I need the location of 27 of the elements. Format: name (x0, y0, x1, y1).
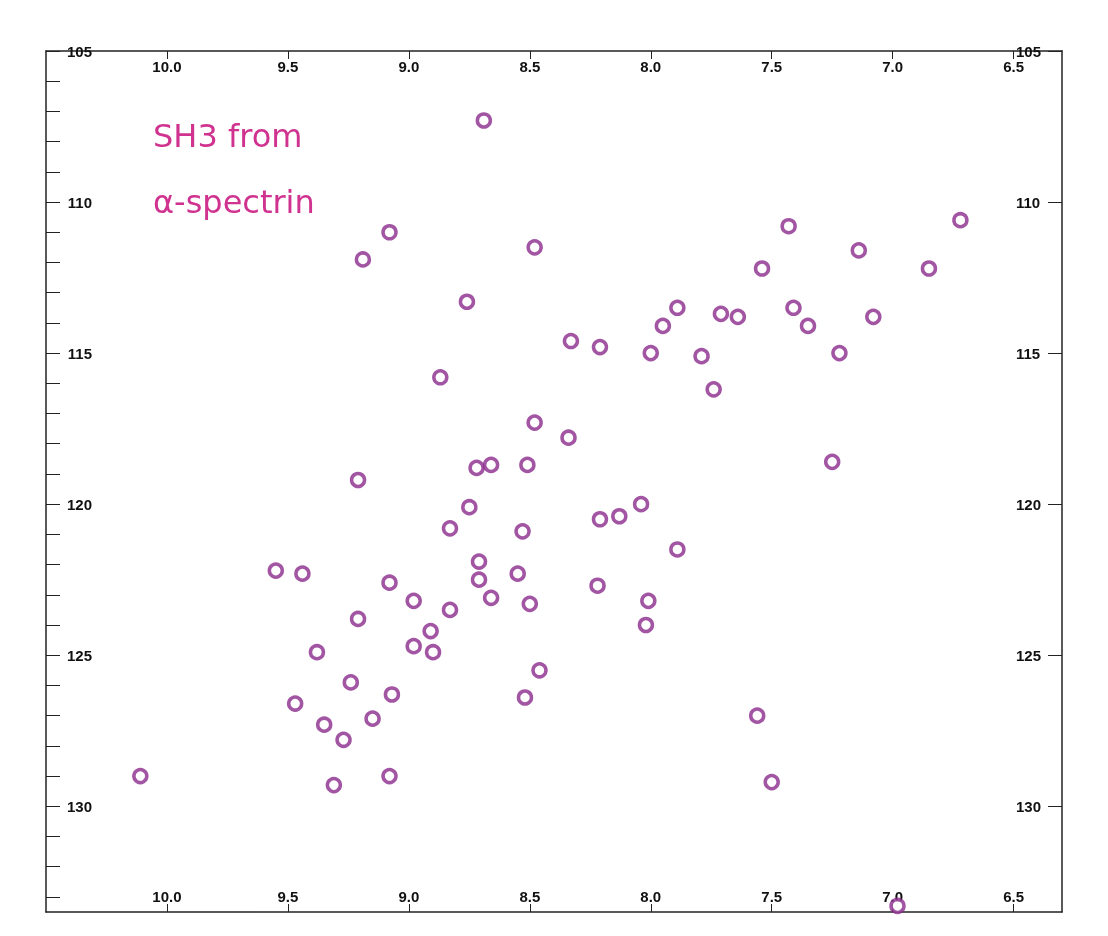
x2-tick-label: 9.5 (277, 58, 299, 75)
x-tick-label: 6.5 (1003, 888, 1025, 905)
x-tick-label: 9.5 (277, 888, 299, 905)
x2-tick-label: 9.0 (398, 58, 420, 75)
y-tick-label: 130 (66, 797, 92, 815)
x-tick-label: 9.0 (398, 888, 420, 905)
y2-tick-label: 130 (1016, 797, 1042, 815)
annotation: SH3 from (153, 117, 303, 155)
y-tick-label: 115 (67, 344, 92, 362)
y-tick-label: 120 (66, 495, 92, 513)
y2-tick-label: 110 (1016, 193, 1041, 211)
x-tick-label: 8.5 (519, 888, 541, 905)
x-tick-label: 10.0 (152, 888, 182, 905)
x2-tick-label: 8.5 (519, 58, 541, 75)
x2-tick-label: 8.0 (640, 58, 662, 75)
x2-tick-label: 7.5 (761, 58, 783, 75)
y2-tick-label: 120 (1016, 495, 1042, 513)
x2-tick-label: 6.5 (1003, 58, 1025, 75)
annotation: α-spectrin (153, 183, 315, 221)
y2-tick-label: 115 (1016, 344, 1041, 362)
y2-tick-label: 125 (1016, 646, 1042, 664)
y-tick-label: 110 (67, 193, 92, 211)
x2-tick-label: 7.0 (882, 58, 904, 75)
y-tick-label: 125 (66, 646, 92, 664)
x-tick-label: 8.0 (640, 888, 662, 905)
x2-tick-label: 10.0 (152, 58, 182, 75)
x-tick-label: 7.5 (761, 888, 783, 905)
